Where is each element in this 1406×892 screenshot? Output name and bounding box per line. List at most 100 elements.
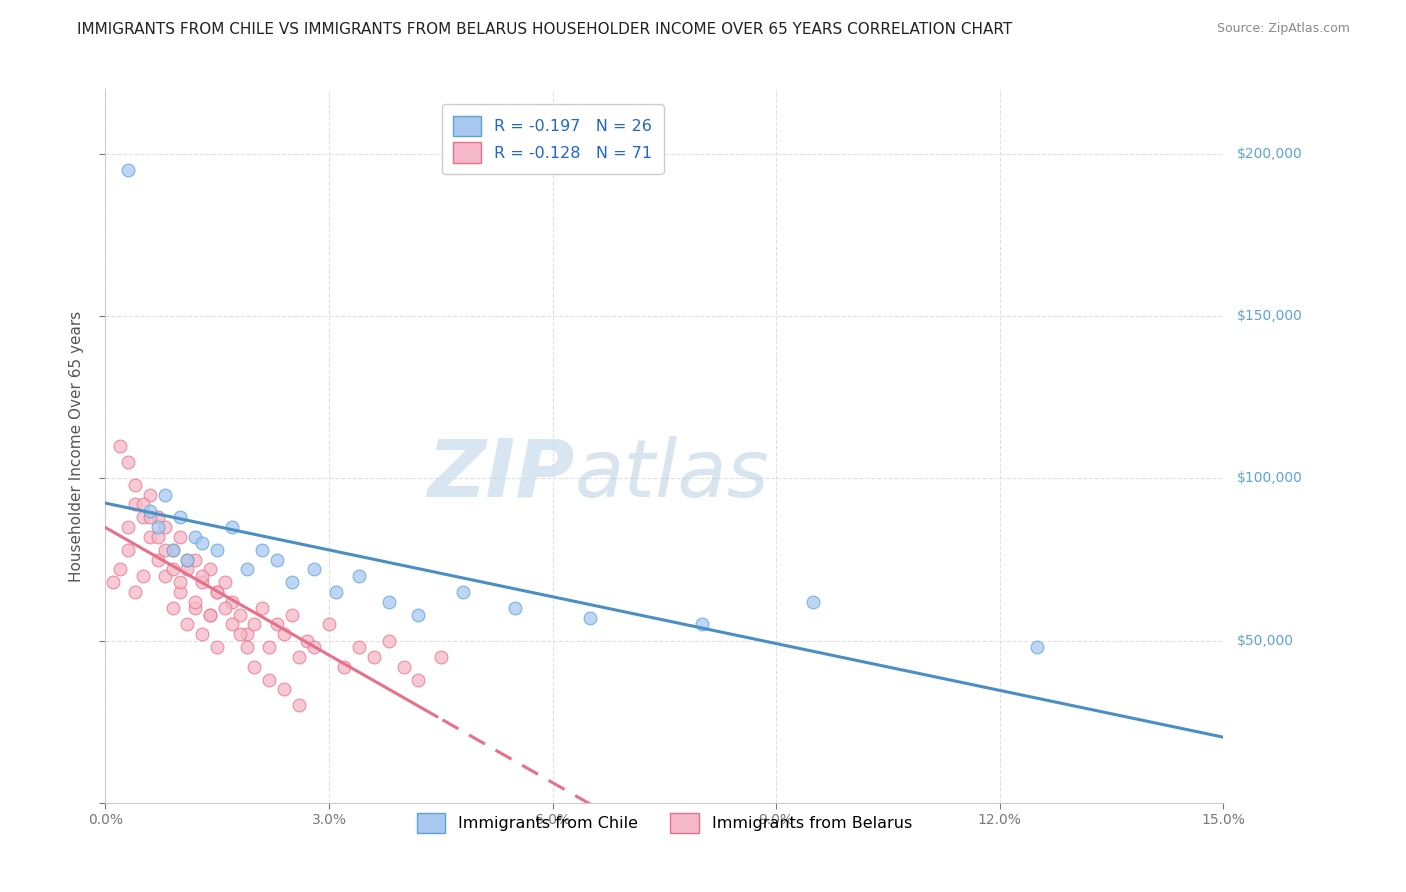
Point	[377, 633, 399, 648]
Point	[146, 530, 169, 544]
Point	[281, 575, 304, 590]
Point	[169, 510, 191, 524]
Point	[281, 607, 304, 622]
Point	[363, 649, 385, 664]
Point	[110, 562, 132, 576]
Text: $200,000: $200,000	[1237, 147, 1303, 161]
Point	[153, 542, 176, 557]
Point	[184, 552, 207, 566]
Point	[259, 640, 281, 654]
Point	[153, 520, 176, 534]
Point	[221, 595, 243, 609]
Point	[266, 617, 288, 632]
Point	[169, 575, 191, 590]
Point	[205, 542, 228, 557]
Text: ZIP: ZIP	[427, 435, 575, 514]
Point	[318, 617, 340, 632]
Point	[333, 659, 356, 673]
Point	[153, 568, 176, 582]
Point	[228, 607, 250, 622]
Point	[392, 659, 415, 673]
Point	[295, 633, 318, 648]
Point	[146, 552, 169, 566]
Point	[221, 617, 243, 632]
Point	[139, 510, 162, 524]
Point	[259, 673, 281, 687]
Point	[117, 542, 139, 557]
Point	[184, 595, 207, 609]
Point	[124, 585, 146, 599]
Point	[162, 542, 184, 557]
Point	[198, 562, 221, 576]
Y-axis label: Householder Income Over 65 years: Householder Income Over 65 years	[69, 310, 84, 582]
Point	[132, 497, 155, 511]
Point	[198, 607, 221, 622]
Text: IMMIGRANTS FROM CHILE VS IMMIGRANTS FROM BELARUS HOUSEHOLDER INCOME OVER 65 YEAR: IMMIGRANTS FROM CHILE VS IMMIGRANTS FROM…	[77, 22, 1012, 37]
Point	[236, 562, 259, 576]
Point	[139, 504, 162, 518]
Point	[169, 585, 191, 599]
Point	[236, 627, 259, 641]
Point	[146, 520, 169, 534]
Point	[579, 611, 602, 625]
Point	[191, 627, 214, 641]
Point	[690, 617, 713, 632]
Point	[302, 640, 325, 654]
Point	[184, 601, 207, 615]
Point	[250, 542, 273, 557]
Point	[288, 649, 311, 664]
Point	[273, 682, 295, 697]
Point	[243, 617, 266, 632]
Point	[191, 575, 214, 590]
Point	[451, 585, 474, 599]
Point	[124, 497, 146, 511]
Point	[228, 627, 250, 641]
Point	[184, 530, 207, 544]
Point	[430, 649, 453, 664]
Point	[250, 601, 273, 615]
Point	[124, 478, 146, 492]
Point	[169, 530, 191, 544]
Point	[236, 640, 259, 654]
Point	[176, 562, 198, 576]
Point	[132, 568, 155, 582]
Text: $50,000: $50,000	[1237, 633, 1294, 648]
Point	[803, 595, 825, 609]
Point	[176, 552, 198, 566]
Text: Source: ZipAtlas.com: Source: ZipAtlas.com	[1216, 22, 1350, 36]
Point	[101, 575, 124, 590]
Point	[146, 510, 169, 524]
Point	[408, 607, 430, 622]
Point	[110, 439, 132, 453]
Point	[153, 488, 176, 502]
Text: $150,000: $150,000	[1237, 310, 1303, 323]
Point	[377, 595, 399, 609]
Point	[117, 455, 139, 469]
Point	[347, 640, 370, 654]
Point	[243, 659, 266, 673]
Text: atlas: atlas	[575, 435, 769, 514]
Point	[117, 163, 139, 178]
Point	[288, 698, 311, 713]
Point	[132, 510, 155, 524]
Point	[162, 562, 184, 576]
Text: $100,000: $100,000	[1237, 472, 1303, 485]
Point	[325, 585, 347, 599]
Point	[503, 601, 526, 615]
Point	[198, 607, 221, 622]
Point	[347, 568, 370, 582]
Point	[162, 542, 184, 557]
Point	[205, 585, 228, 599]
Point	[273, 627, 295, 641]
Point	[302, 562, 325, 576]
Point	[205, 640, 228, 654]
Point	[139, 488, 162, 502]
Point	[1026, 640, 1049, 654]
Point	[162, 601, 184, 615]
Point	[214, 601, 236, 615]
Point	[205, 585, 228, 599]
Point	[266, 552, 288, 566]
Legend: Immigrants from Chile, Immigrants from Belarus: Immigrants from Chile, Immigrants from B…	[409, 805, 920, 841]
Point	[176, 617, 198, 632]
Point	[214, 575, 236, 590]
